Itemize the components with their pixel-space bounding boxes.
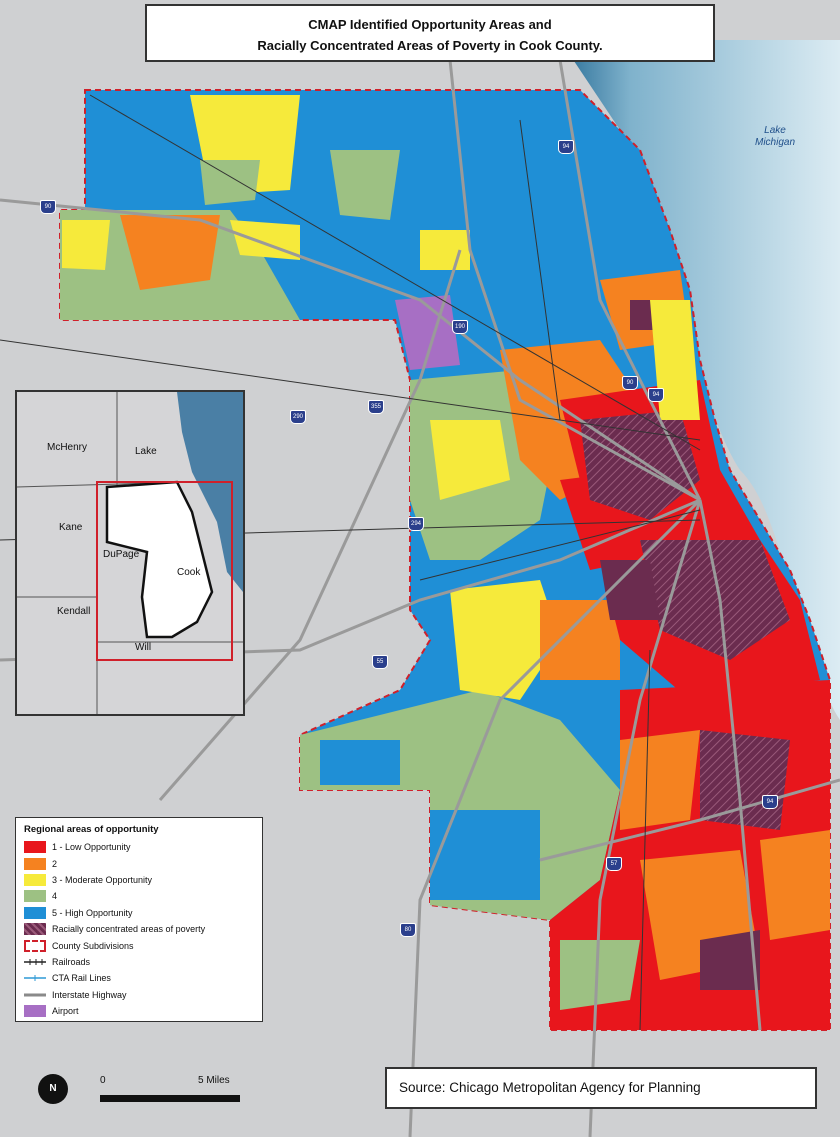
legend-swatch: [24, 939, 46, 952]
highway-shield: 290: [290, 410, 306, 424]
railroad-line-icon: [24, 956, 46, 968]
inset-label-kendall: Kendall: [57, 606, 91, 617]
legend-item-2: 2: [24, 855, 254, 871]
highway-shield: 94: [648, 388, 664, 402]
inset-label-will: Will: [135, 642, 152, 653]
interstate-highways: [0, 59, 840, 1137]
highway-shield: 80: [400, 923, 416, 937]
north-label: N: [49, 1083, 57, 1094]
legend-label: 5 - High Opportunity: [52, 907, 133, 918]
legend-swatch: [24, 857, 46, 870]
inset-map: McHenry Lake Kane DuPage Cook Kendall Wi…: [15, 390, 245, 716]
legend-item-high-opportunity: 5 - High Opportunity: [24, 905, 254, 921]
legend-swatch: [24, 890, 46, 903]
lake-label: Lake Michigan: [740, 125, 810, 149]
title-line-1: CMAP Identified Opportunity Areas and: [308, 17, 552, 32]
legend-label: Racially concentrated areas of poverty: [52, 924, 206, 935]
legend-item-county-subdivisions: County Subdivisions: [24, 937, 254, 953]
highway-shield: 57: [606, 857, 622, 871]
highway-shield: 294: [408, 517, 424, 531]
source-caption: Source: Chicago Metropolitan Agency for …: [385, 1067, 817, 1109]
map-legend: Regional areas of opportunity 1 - Low Op…: [15, 817, 263, 1022]
legend-item-4: 4: [24, 888, 254, 904]
inset-label-mchenry: McHenry: [47, 442, 88, 453]
legend-label: Railroads: [52, 956, 91, 967]
cta-rail-line-icon: [24, 972, 46, 984]
scale-bar-graphic: [100, 1095, 240, 1102]
legend-item-moderate-opportunity: 3 - Moderate Opportunity: [24, 872, 254, 888]
legend-item-interstate: Interstate Highway: [24, 987, 254, 1003]
highway-shield: 355: [368, 400, 384, 414]
legend-item-railroads: Railroads: [24, 954, 254, 970]
legend-item-cta-rail: CTA Rail Lines: [24, 970, 254, 986]
highway-shield: 94: [558, 140, 574, 154]
legend-label: Airport: [52, 1006, 79, 1017]
highway-shield: 94: [762, 795, 778, 809]
highway-shield: 90: [622, 376, 638, 390]
scale-end-label: 5 Miles: [198, 1075, 230, 1086]
legend-item-airport: Airport: [24, 1003, 254, 1019]
lake-label-line-2: Michigan: [754, 137, 796, 148]
interstate-line-icon: [24, 989, 46, 1001]
legend-label: 1 - Low Opportunity: [52, 842, 131, 853]
legend-swatch: [24, 1005, 46, 1018]
inset-label-cook: Cook: [177, 567, 201, 578]
legend-item-racially-concentrated: Racially concentrated areas of poverty: [24, 921, 254, 937]
inset-label-lake: Lake: [135, 446, 157, 457]
legend-swatch: [24, 906, 46, 919]
highway-shield: 55: [372, 655, 388, 669]
legend-label: 3 - Moderate Opportunity: [52, 874, 153, 885]
legend-item-low-opportunity: 1 - Low Opportunity: [24, 839, 254, 855]
lake-michigan: [560, 40, 840, 720]
inset-label-dupage: DuPage: [103, 549, 140, 560]
title-line-2: Racially Concentrated Areas of Poverty i…: [257, 38, 603, 53]
legend-swatch: [24, 873, 46, 886]
highway-shield: 190: [452, 320, 468, 334]
legend-label: 4: [52, 891, 58, 902]
legend-title: Regional areas of opportunity: [24, 824, 159, 835]
scale-bar: 0 5 Miles: [100, 1073, 250, 1103]
legend-swatch: [24, 841, 46, 854]
legend-label: County Subdivisions: [52, 940, 134, 951]
legend-label: CTA Rail Lines: [52, 973, 111, 984]
inset-map-canvas: [17, 392, 243, 714]
legend-swatch: [24, 923, 46, 936]
north-arrow-icon: N: [38, 1074, 68, 1104]
map-title: CMAP Identified Opportunity Areas and Ra…: [145, 4, 715, 62]
legend-label: 2: [52, 858, 58, 869]
highway-shield: 90: [40, 200, 56, 214]
legend-label: Interstate Highway: [52, 989, 127, 1000]
lake-label-line-1: Lake: [764, 125, 786, 136]
inset-label-kane: Kane: [59, 522, 83, 533]
scale-start-label: 0: [100, 1075, 106, 1086]
